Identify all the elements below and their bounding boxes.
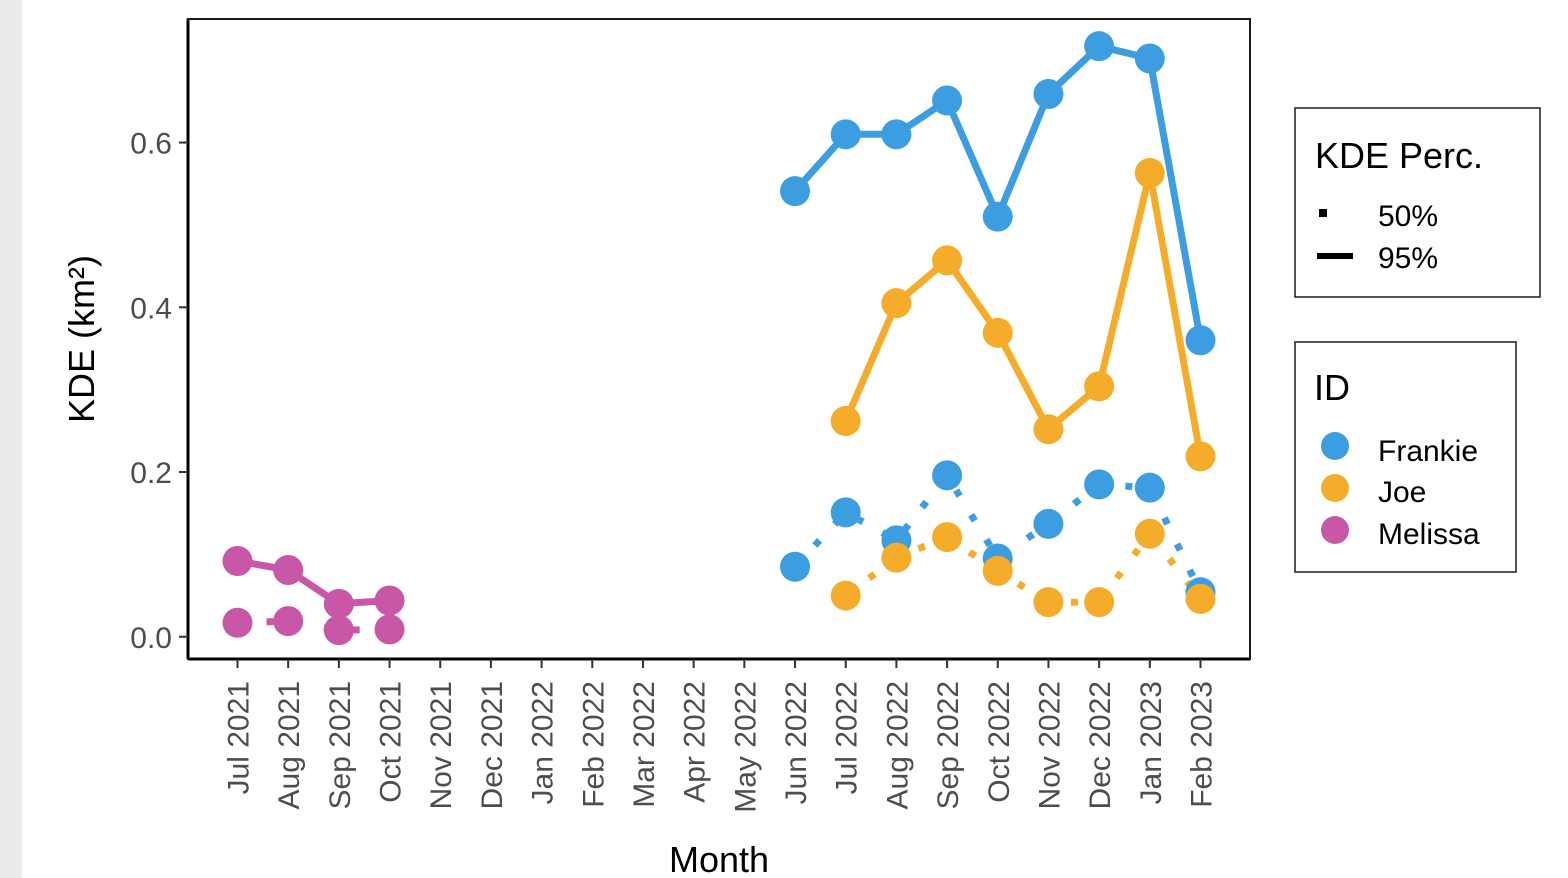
series-frankie-95-line	[792, 42, 1204, 341]
series-melissa-50-line	[237, 617, 390, 634]
x-tick-label: Nov 2022	[1033, 681, 1066, 809]
y-tick-label: 0.0	[130, 622, 172, 655]
series-frankie-50-point	[1033, 508, 1064, 539]
x-tick-label: May 2022	[729, 681, 762, 813]
linetype-legend-box	[1294, 107, 1541, 298]
x-tick-label: Dec 2022	[1084, 681, 1117, 809]
series-melissa-95-point	[323, 588, 354, 619]
series-frankie-95-point	[1084, 31, 1115, 62]
series-joe-95-point	[1185, 441, 1216, 472]
series-frankie-95-point	[830, 119, 861, 150]
x-tick-label: Aug 2021	[273, 681, 306, 809]
x-tick-label: Jun 2022	[780, 681, 813, 804]
series-joe-95-point	[1084, 371, 1115, 402]
series-layer	[222, 31, 1216, 646]
y-axis-title: KDE (km²)	[61, 255, 102, 423]
series-melissa-50-point	[222, 607, 253, 638]
series-frankie-50-point	[932, 460, 963, 491]
series-points	[222, 31, 1216, 646]
series-joe-50-point	[830, 580, 861, 611]
series-joe-50-point	[932, 522, 963, 553]
series-melissa-50-point	[273, 606, 304, 637]
legend-key-melissa	[1321, 516, 1349, 544]
series-melissa-95-point	[222, 545, 253, 576]
window-edge	[0, 0, 22, 878]
y-tick-label: 0.4	[130, 292, 172, 325]
x-axis-ticks: Jul 2021 Aug 2021 Sep 2021 Oct 2021 Nov 2021…	[223, 659, 1219, 813]
legend-key-frankie	[1321, 432, 1349, 460]
x-tick-label: Jul 2022	[831, 681, 864, 794]
series-frankie-50-point	[1084, 469, 1115, 500]
x-tick-label: Sep 2021	[324, 681, 357, 809]
series-frankie-95-point	[1033, 78, 1064, 109]
legend-key-50-percent	[1319, 209, 1327, 217]
series-melissa-50-point	[374, 614, 405, 645]
legend-label-melissa: Melissa	[1378, 518, 1480, 551]
x-tick-label: Oct 2021	[375, 681, 408, 803]
series-frankie-50-point	[780, 551, 811, 582]
series-frankie-95-point	[881, 119, 912, 150]
linetype-legend-title: KDE Perc.	[1315, 135, 1483, 176]
series-joe-50-point	[1084, 587, 1115, 618]
series-joe-50-point	[1033, 587, 1064, 618]
series-melissa-95-line	[236, 557, 390, 608]
x-tick-label: Aug 2022	[881, 681, 914, 809]
series-joe-50-point	[881, 542, 912, 573]
series-joe-95-point	[881, 288, 912, 319]
legend-label-joe: Joe	[1378, 476, 1426, 509]
id-legend: ID Frankie Joe Melissa	[1294, 341, 1517, 573]
series-frankie-50-point	[830, 497, 861, 528]
x-tick-label: Feb 2022	[577, 681, 610, 808]
x-tick-label: Nov 2021	[425, 681, 458, 809]
x-tick-label: Jan 2023	[1135, 681, 1168, 804]
series-melissa-50-point	[323, 615, 354, 646]
id-legend-title: ID	[1314, 367, 1350, 408]
linetype-legend: KDE Perc. 50% 95%	[1294, 107, 1541, 298]
x-tick-label: Jul 2021	[223, 681, 256, 794]
y-tick-label: 0.6	[130, 128, 172, 161]
x-tick-label: Sep 2022	[932, 681, 965, 809]
x-tick-label: Oct 2022	[983, 681, 1016, 803]
x-tick-label: Dec 2021	[476, 681, 509, 809]
series-joe-50-point	[1134, 518, 1165, 549]
y-axis-ticks: 0.0 0.2 0.4 0.6	[130, 128, 188, 655]
series-frankie-95-point	[780, 176, 811, 207]
series-melissa-95-point	[374, 585, 405, 616]
x-tick-label: Feb 2023	[1186, 681, 1219, 808]
y-tick-label: 0.2	[130, 457, 172, 490]
series-joe-50-line	[843, 530, 1204, 606]
series-frankie-95-point	[932, 85, 963, 116]
legend-label-frankie: Frankie	[1378, 435, 1478, 468]
series-joe-95-point	[830, 405, 861, 436]
legend-label-95-percent: 95%	[1378, 242, 1438, 275]
series-frankie-95-point	[1185, 325, 1216, 356]
x-tick-label: Apr 2022	[679, 681, 712, 803]
legend-key-joe	[1321, 474, 1349, 502]
series-frankie-50-point	[1134, 472, 1165, 503]
series-melissa-95-point	[273, 555, 304, 586]
series-joe-95-point	[932, 245, 963, 276]
series-joe-95-point	[1033, 414, 1064, 445]
legend-label-50-percent: 50%	[1378, 200, 1438, 233]
plot-panel-border	[187, 18, 1251, 660]
x-tick-label: Jan 2022	[527, 681, 560, 804]
series-joe-95-point	[982, 317, 1013, 348]
series-frankie-50-line	[792, 471, 1204, 594]
x-tick-label: Mar 2022	[628, 681, 661, 808]
series-joe-50-point	[982, 555, 1013, 586]
legend-key-95-percent	[1317, 253, 1353, 259]
series-frankie-95-point	[982, 201, 1013, 232]
series-joe-50-point	[1185, 583, 1216, 614]
x-axis-title: Month	[669, 839, 769, 878]
series-frankie-95-point	[1134, 43, 1165, 74]
series-joe-95-point	[1134, 158, 1165, 189]
series-lines	[236, 42, 1204, 634]
